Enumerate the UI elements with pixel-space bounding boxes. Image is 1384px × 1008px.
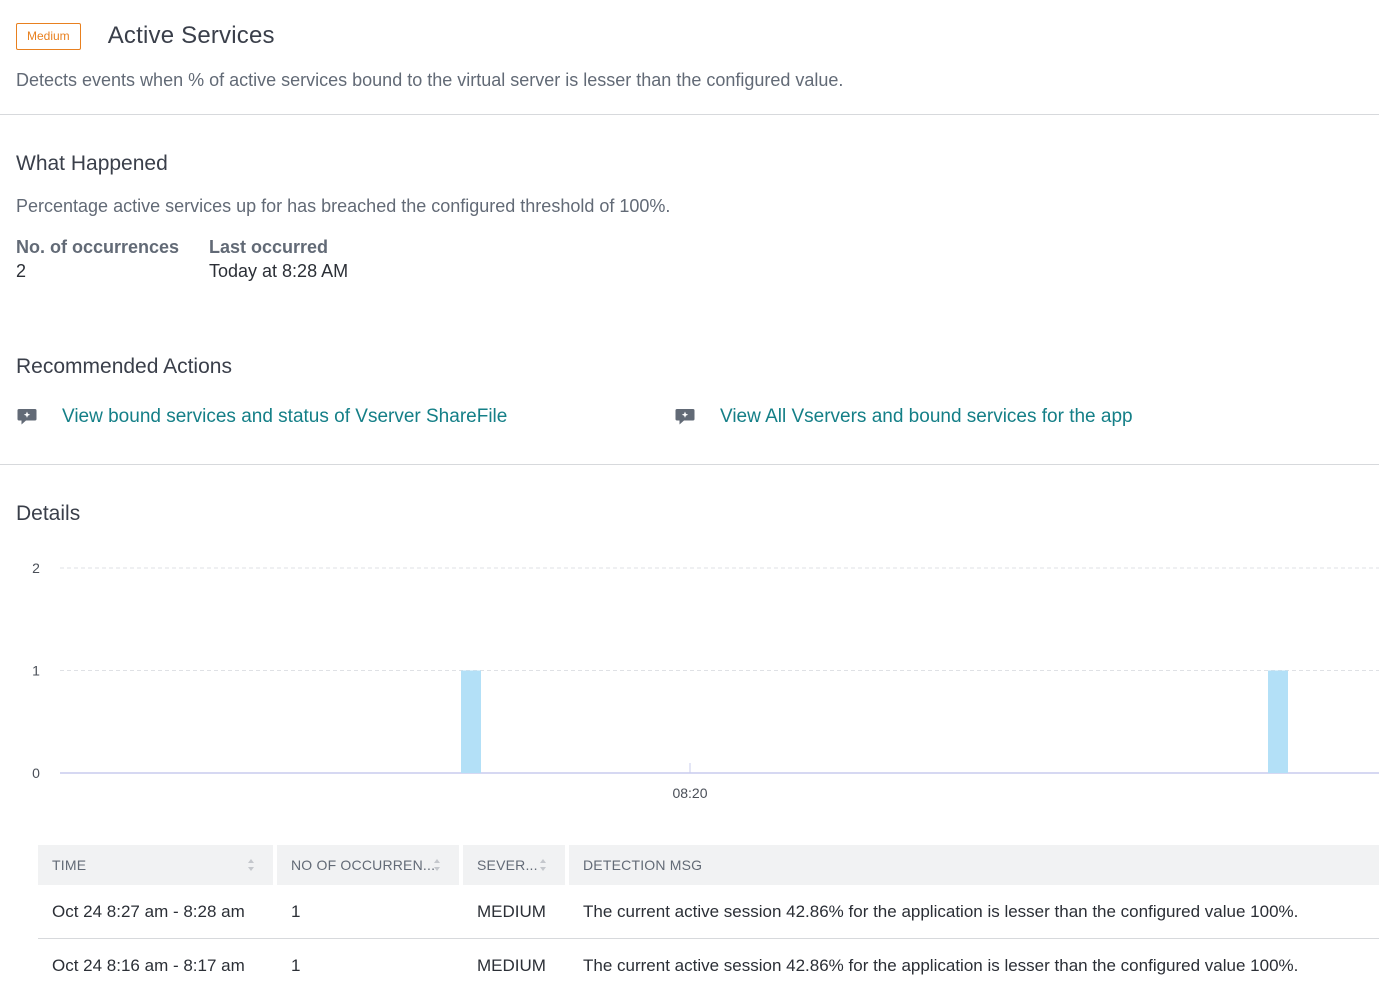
- table-cell: The current active session 42.86% for th…: [583, 956, 1299, 975]
- event-description: Detects events when % of active services…: [16, 70, 844, 90]
- table-cell: MEDIUM: [477, 901, 546, 921]
- severity-badge: Medium: [16, 22, 81, 50]
- recommended-action-2[interactable]: View All Vservers and bound services for…: [675, 406, 1133, 428]
- chart-grid: [60, 567, 1379, 774]
- column-header-occurrences[interactable]: NO OF OCCURREN...: [277, 845, 459, 885]
- last-occurred-label: Last occurred: [209, 237, 329, 257]
- details-title: Details: [16, 502, 81, 525]
- view-bound-services-link[interactable]: View bound services and status of Vserve…: [62, 406, 508, 427]
- chart-bars: [461, 670, 1288, 774]
- sort-icon[interactable]: [247, 857, 255, 873]
- table-cell: 1: [291, 956, 301, 975]
- what-happened-text: Percentage active services up for has br…: [16, 196, 671, 216]
- column-header-detection-msg: DETECTION MSG: [569, 845, 1379, 885]
- table-cell: Oct 24 8:16 am - 8:17 am: [52, 956, 245, 975]
- table-header: TIME NO OF OCCURREN... SEVER... DETECTIO…: [38, 845, 1379, 885]
- sort-icon[interactable]: [433, 857, 441, 873]
- sort-icon[interactable]: [539, 857, 547, 873]
- occurrences-metric: No. of occurrences 2: [16, 237, 179, 282]
- occurrences-chart: 0 1 2 08:20: [32, 560, 1379, 801]
- table-cell: The current active session 42.86% for th…: [583, 901, 1299, 921]
- divider: [0, 114, 1379, 115]
- occurrences-value: 2: [16, 261, 27, 281]
- column-header-time[interactable]: TIME: [38, 845, 273, 885]
- chart-bar[interactable]: [461, 670, 481, 774]
- occurrences-label: No. of occurrences: [16, 237, 180, 257]
- page-title: Active Services: [107, 22, 275, 49]
- table-row: Oct 24 8:16 am - 8:17 am 1 MEDIUM The curre…: [38, 939, 1379, 993]
- last-occurred-metric: Last occurred Today at 8:28 AM: [209, 237, 348, 282]
- chat-icon: [675, 409, 695, 425]
- events-table: TIME NO OF OCCURREN... SEVER... DETECTIO…: [38, 845, 1379, 993]
- what-happened-title: What Happened: [16, 152, 168, 175]
- x-tick-label: 08:20: [672, 785, 707, 801]
- divider: [0, 464, 1379, 465]
- table-row: Oct 24 8:27 am - 8:28 am 1 MEDIUM The curre…: [38, 885, 1379, 939]
- last-occurred-value: Today at 8:28 AM: [209, 261, 349, 281]
- table-cell: Oct 24 8:27 am - 8:28 am: [52, 901, 245, 921]
- y-tick-label: 2: [32, 560, 40, 576]
- column-header-severity[interactable]: SEVER...: [463, 845, 565, 885]
- event-header: Medium Active Services: [16, 20, 275, 52]
- recommended-action-1[interactable]: View bound services and status of Vserve…: [17, 406, 507, 428]
- view-all-vservers-link[interactable]: View All Vservers and bound services for…: [720, 406, 1133, 427]
- table-body: Oct 24 8:27 am - 8:28 am 1 MEDIUM The curre…: [38, 885, 1379, 993]
- table-cell: 1: [291, 901, 301, 921]
- recommended-actions-title: Recommended Actions: [16, 355, 232, 378]
- table-cell: MEDIUM: [477, 956, 546, 975]
- y-tick-label: 1: [32, 663, 40, 679]
- chart-ticks: 0 1 2 08:20: [32, 560, 708, 801]
- chat-icon: [17, 409, 37, 425]
- chart-bar[interactable]: [1268, 670, 1288, 774]
- y-tick-label: 0: [32, 765, 40, 781]
